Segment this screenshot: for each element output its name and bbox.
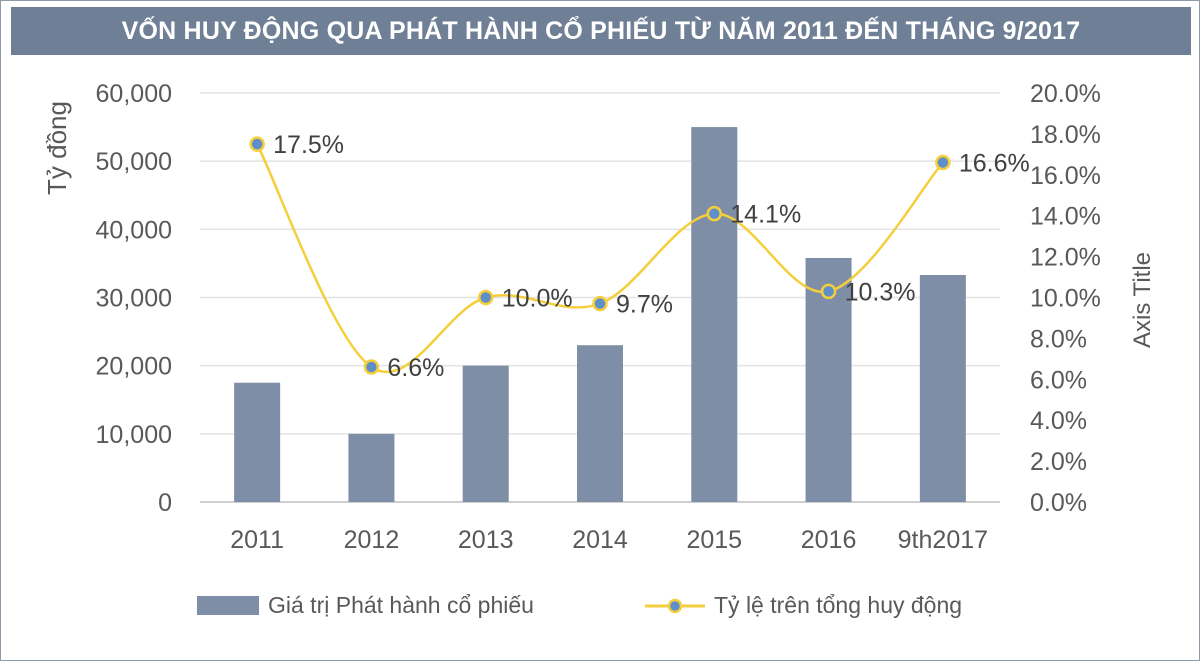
- right-tick-label: 10.0%: [1030, 285, 1101, 313]
- x-axis-ticks: 2011 2012 2013 2014 2015 2016 9th2017: [230, 526, 988, 554]
- data-label: 16.6%: [959, 150, 1030, 178]
- x-tick-label: 2015: [686, 526, 742, 554]
- left-tick-label: 10,000: [96, 421, 172, 449]
- left-axis-label: Tỷ đồng: [42, 101, 72, 195]
- right-tick-label: 16.0%: [1030, 162, 1101, 190]
- line-marker: [477, 289, 494, 306]
- bar: [234, 382, 281, 502]
- data-label: 17.5%: [273, 131, 344, 159]
- left-tick-label: 60,000: [96, 80, 172, 108]
- right-tick-label: 6.0%: [1030, 366, 1087, 394]
- data-label: 14.1%: [730, 201, 801, 229]
- x-tick-label: 2013: [458, 526, 514, 554]
- line-marker: [820, 283, 837, 300]
- right-tick-label: 14.0%: [1030, 203, 1101, 231]
- line-marker: [935, 154, 951, 171]
- legend-bar-label: Giá trị Phát hành cổ phiếu: [268, 592, 534, 618]
- left-tick-label: 40,000: [96, 216, 172, 244]
- right-tick-label: 12.0%: [1030, 244, 1101, 272]
- data-label: 10.3%: [845, 278, 916, 306]
- right-tick-label: 4.0%: [1030, 407, 1087, 435]
- right-tick-label: 8.0%: [1030, 325, 1087, 353]
- bar: [577, 345, 623, 502]
- bar: [348, 433, 395, 502]
- x-tick-label: 2014: [572, 526, 628, 554]
- line-marker: [706, 205, 723, 222]
- legend: Giá trị Phát hành cổ phiếu Tỷ lệ trên tổ…: [197, 592, 962, 618]
- bar: [691, 127, 738, 502]
- right-axis-label: Axis Title: [1129, 252, 1156, 348]
- bar: [462, 365, 509, 502]
- bar: [919, 275, 966, 502]
- right-tick-label: 20.0%: [1030, 80, 1101, 108]
- legend-bar-swatch: [197, 596, 259, 615]
- right-tick-label: 2.0%: [1030, 448, 1087, 476]
- left-tick-label: 20,000: [96, 353, 172, 381]
- right-axis-ticks: 0.0% 2.0% 4.0% 6.0% 8.0% 10.0% 12.0% 14.0% 16.0%…: [1030, 80, 1101, 517]
- data-label: 10.0%: [502, 285, 573, 313]
- line-marker: [363, 359, 380, 375]
- left-tick-label: 50,000: [96, 148, 172, 176]
- x-tick-label: 2011: [230, 526, 284, 554]
- x-tick-label: 2016: [801, 526, 857, 554]
- data-labels: 17.5% 6.6% 10.0% 9.7% 14.1% 10.3% 16.6%: [273, 131, 1030, 382]
- bar-series: [234, 127, 966, 502]
- left-tick-label: 30,000: [96, 285, 172, 313]
- x-tick-label: 9th2017: [898, 526, 988, 554]
- line-series: [249, 136, 951, 375]
- data-label: 9.7%: [616, 291, 673, 319]
- left-axis-ticks: 0 10,000 20,000 30,000 40,000 50,000 60,000: [96, 80, 172, 517]
- left-tick-label: 0: [158, 489, 172, 517]
- line-marker: [592, 295, 608, 312]
- right-tick-label: 0.0%: [1030, 489, 1087, 517]
- x-tick-label: 2012: [344, 526, 400, 554]
- legend-line-marker: [667, 598, 683, 614]
- line-marker: [249, 136, 265, 152]
- legend-line-label: Tỷ lệ trên tổng huy động: [714, 592, 962, 618]
- data-label: 6.6%: [387, 354, 444, 382]
- chart-title: VỐN HUY ĐỘNG QUA PHÁT HÀNH CỔ PHIẾU TỪ N…: [11, 7, 1191, 55]
- right-tick-label: 18.0%: [1030, 121, 1101, 149]
